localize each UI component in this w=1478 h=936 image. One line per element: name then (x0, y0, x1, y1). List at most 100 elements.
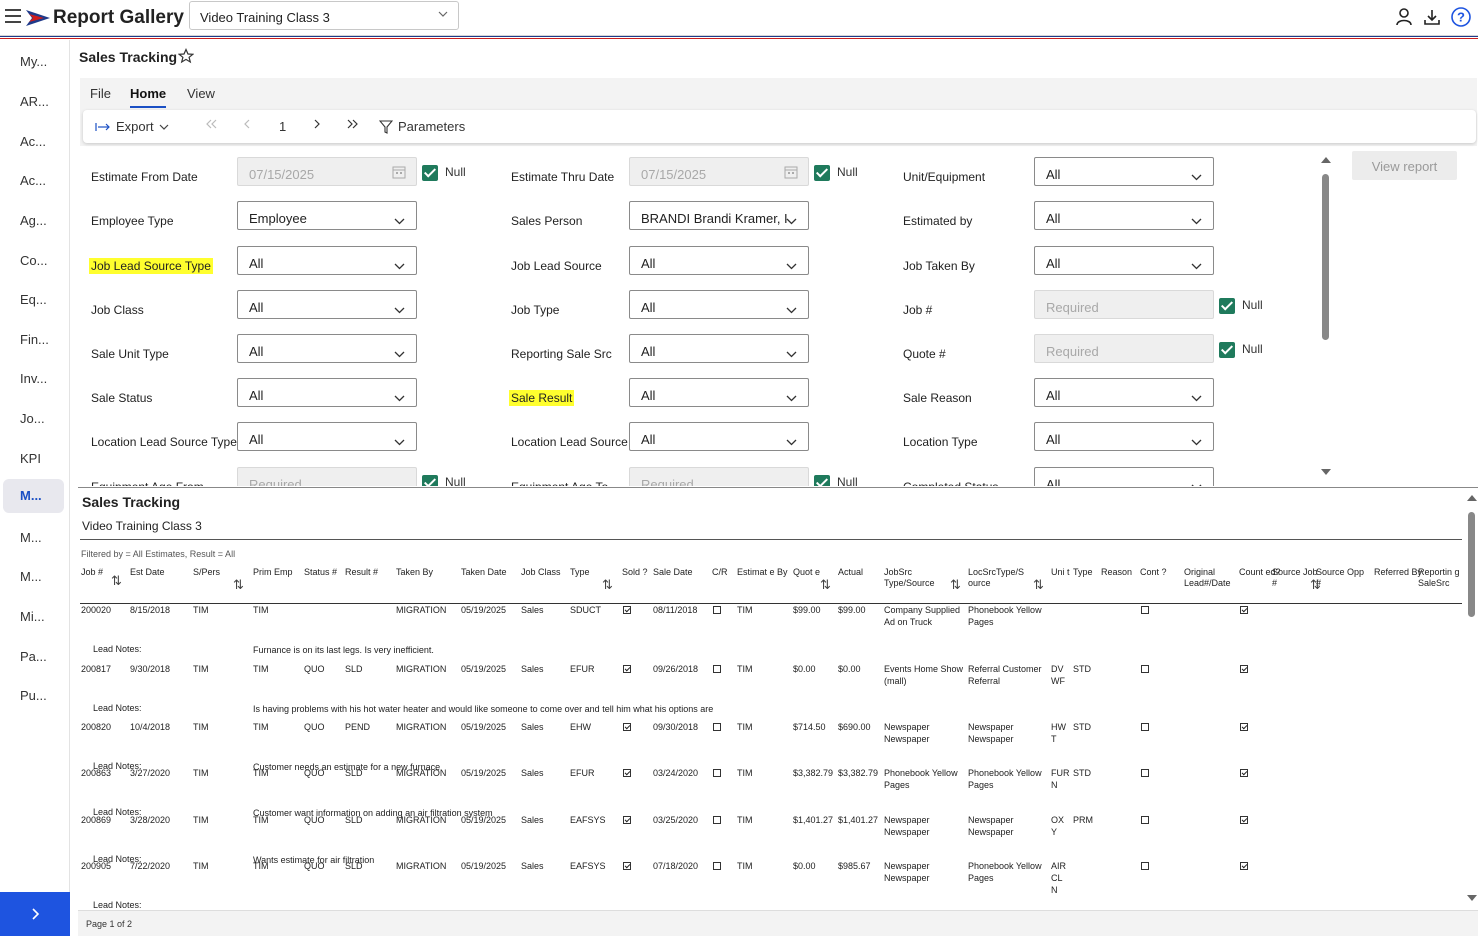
column-header[interactable]: Source Opp # (1316, 567, 1365, 588)
prev-page-button[interactable] (243, 119, 251, 129)
column-header[interactable]: Uni t (1051, 567, 1070, 577)
sidebar-item[interactable]: Fin... (20, 332, 49, 347)
column-header[interactable]: Estimat e By (737, 567, 788, 577)
param-select[interactable]: All (237, 378, 417, 407)
param-date-field[interactable]: 07/15/2025 (629, 157, 809, 186)
column-header[interactable]: Reason (1101, 567, 1133, 577)
column-header[interactable]: Actual (838, 567, 864, 577)
param-select[interactable]: BRANDI Brandi Kramer, I (629, 201, 809, 230)
param-select[interactable]: All (1034, 157, 1214, 186)
param-select[interactable]: All (237, 246, 417, 275)
param-select[interactable]: All (629, 378, 809, 407)
sidebar-item[interactable]: AR... (20, 94, 49, 109)
sidebar-item[interactable]: Eq... (20, 292, 47, 307)
param-select[interactable]: All (237, 290, 417, 319)
parameters-scrollbar[interactable] (1320, 156, 1332, 482)
scrollbar-thumb[interactable] (1468, 512, 1475, 617)
param-select[interactable]: All (237, 334, 417, 363)
sort-icon[interactable]: ⇅ (950, 577, 961, 592)
null-checkbox[interactable] (422, 165, 438, 181)
sidebar-item[interactable]: Ag... (20, 213, 47, 228)
column-header[interactable]: Original Lead#/Date (1184, 567, 1231, 588)
column-header[interactable]: JobSrc Type/Source (884, 567, 935, 588)
export-button[interactable]: Export (95, 119, 169, 134)
column-header[interactable]: Quot e (793, 567, 821, 577)
sort-icon[interactable]: ⇅ (233, 577, 244, 592)
expand-sidebar-button[interactable] (0, 892, 70, 936)
sort-icon[interactable]: ⇅ (111, 573, 122, 588)
null-checkbox[interactable] (814, 475, 830, 486)
null-checkbox[interactable] (1219, 342, 1235, 358)
param-date-field[interactable]: 07/15/2025 (237, 157, 417, 186)
user-icon[interactable] (1394, 7, 1414, 27)
sidebar-item[interactable]: Co... (20, 253, 48, 268)
tab-file[interactable]: File (90, 86, 111, 101)
column-header[interactable]: Type (1073, 567, 1093, 577)
sidebar-item[interactable]: My... (20, 54, 48, 69)
view-report-button[interactable]: View report (1352, 151, 1457, 180)
param-text-field[interactable]: Required (629, 467, 809, 486)
null-checkbox[interactable] (1219, 298, 1235, 314)
param-select[interactable]: All (1034, 467, 1214, 486)
sidebar-item[interactable]: Pu... (20, 688, 47, 703)
first-page-button[interactable] (205, 119, 217, 129)
page-number[interactable]: 1 (279, 119, 287, 134)
column-header[interactable]: Est Date (130, 567, 165, 577)
sort-icon[interactable]: ⇅ (1033, 577, 1044, 592)
panel-divider[interactable] (78, 487, 1478, 488)
column-header[interactable]: Sold ? (622, 567, 648, 577)
tab-view[interactable]: View (187, 86, 215, 101)
column-header[interactable]: C/R (712, 567, 728, 577)
hamburger-icon[interactable] (5, 9, 21, 23)
null-checkbox[interactable] (422, 475, 438, 486)
sidebar-item[interactable]: Ac... (20, 173, 47, 188)
column-header[interactable]: Job Class (521, 567, 561, 577)
param-select[interactable]: All (629, 246, 809, 275)
sort-icon[interactable]: ⇅ (602, 577, 613, 592)
sort-icon[interactable]: ⇅ (1310, 577, 1321, 592)
column-header[interactable]: Referred By (1374, 567, 1423, 577)
param-select[interactable]: All (1034, 246, 1214, 275)
param-select[interactable]: All (629, 290, 809, 319)
param-select[interactable]: All (629, 334, 809, 363)
sidebar-item[interactable]: Inv... (20, 371, 48, 386)
report-scrollbar[interactable] (1466, 494, 1478, 906)
column-header[interactable]: LocSrcType/S ource (968, 567, 1025, 588)
param-select[interactable]: All (1034, 422, 1214, 451)
sort-icon[interactable]: ⇅ (820, 577, 831, 592)
last-page-button[interactable] (347, 119, 359, 129)
param-select[interactable]: All (629, 422, 809, 451)
star-icon[interactable] (178, 48, 194, 64)
column-header[interactable]: Source Job # (1272, 567, 1318, 588)
sidebar-item[interactable]: Ac... (20, 134, 47, 149)
sidebar-item[interactable]: M... (20, 569, 42, 584)
column-header[interactable]: Cont ? (1140, 567, 1167, 577)
scrollbar-thumb[interactable] (1322, 174, 1329, 340)
param-text-field[interactable]: Required (1034, 290, 1214, 319)
column-header[interactable]: Prim Emp (253, 567, 293, 577)
column-header[interactable]: Job # (81, 567, 104, 577)
param-select[interactable]: All (237, 422, 417, 451)
column-header[interactable]: Count ed? (1239, 567, 1281, 577)
sidebar-item[interactable]: KPI (20, 451, 41, 466)
sidebar-item[interactable]: M... (3, 479, 64, 513)
tab-home[interactable]: Home (130, 86, 167, 108)
download-icon[interactable] (1422, 7, 1442, 27)
column-header[interactable]: Sale Date (653, 567, 693, 577)
help-icon[interactable]: ? (1450, 6, 1472, 28)
sidebar-item[interactable]: Jo... (20, 411, 45, 426)
report-select[interactable]: Video Training Class 3 (189, 1, 459, 30)
param-select[interactable]: Employee (237, 201, 417, 230)
column-header[interactable]: Status # (304, 567, 338, 577)
param-text-field[interactable]: Required (1034, 334, 1214, 363)
next-page-button[interactable] (313, 119, 321, 129)
param-select[interactable]: All (1034, 201, 1214, 230)
param-text-field[interactable]: Required (237, 467, 417, 486)
column-header[interactable]: S/Pers (193, 567, 221, 577)
sidebar-item[interactable]: M... (20, 530, 42, 545)
sidebar-item[interactable]: Mi... (20, 609, 45, 624)
param-select[interactable]: All (1034, 378, 1214, 407)
column-header[interactable]: Type (570, 567, 590, 577)
parameters-button[interactable]: Parameters (379, 119, 465, 134)
sidebar-item[interactable]: Pa... (20, 649, 47, 664)
